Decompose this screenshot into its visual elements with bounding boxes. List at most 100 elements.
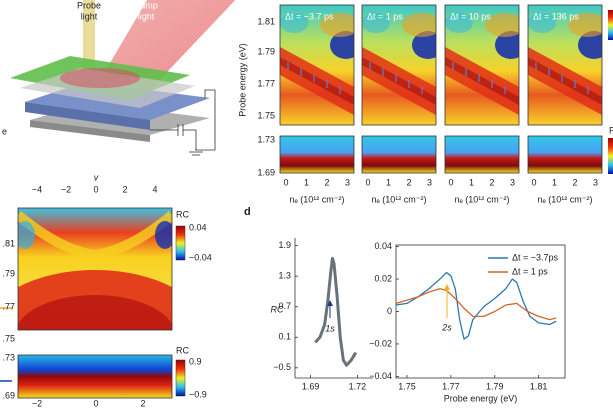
y-tick-label: 1.79 (257, 46, 275, 56)
annotation-arrowhead (444, 284, 450, 290)
data-line (395, 271, 557, 340)
pump-label: light (138, 11, 155, 21)
y-tick-label: 1.69 (257, 167, 275, 177)
y-tick-label: .77 (2, 301, 15, 311)
y-axis-label: RC (271, 304, 284, 314)
y-tick-label: 0 (387, 306, 392, 316)
y-tick-label: 1.77 (257, 78, 275, 88)
x-tick-label: 2 (324, 177, 329, 187)
annotation: 2s (441, 322, 452, 332)
y-tick-label: 0.7 (278, 301, 291, 311)
x-tick-label: 2 (572, 177, 577, 187)
strip-map (528, 136, 602, 173)
y-tick-label: .81 (2, 238, 15, 248)
y-tick-label: −0.04 (369, 371, 392, 381)
heatmap-frame (527, 4, 603, 126)
x-tick-label: 1.79 (486, 381, 504, 391)
strip-frame (279, 135, 355, 174)
legend-label: Δt = −3.7ps (512, 252, 559, 262)
y-tick-label: 0.1 (278, 332, 291, 342)
x-tick-label: 2 (140, 398, 145, 408)
x-axis-label: nₑ (10¹² cm⁻²) (371, 194, 426, 204)
x-tick-label: 1 (386, 177, 391, 187)
x-tick-label: 0 (283, 177, 288, 187)
y-tick-label: −0.02 (369, 338, 392, 348)
x-tick-label: 1 (552, 177, 557, 187)
panel-b-labels: −4 −2 0 2 4v.81.79.77.75.73.69−2 0 2RC0.04−0.0… (2, 172, 211, 408)
x-tick-label: −2 (32, 398, 42, 408)
y-tick-label: 0.02 (374, 273, 392, 283)
data-line (395, 288, 557, 321)
x-tick-label: −4 (32, 184, 42, 194)
panel-title: Δt = 1 ps (367, 11, 403, 21)
panel-c: Δt = −3.7 ps0 1 2 3nₑ (10¹² cm⁻²)Δt = 1 ps0… (257, 4, 603, 204)
x-tick-label: 1.69 (302, 381, 320, 391)
x-tick-label: 3 (427, 177, 432, 187)
x-tick-label: 2 (489, 177, 494, 187)
y-tick-label: .75 (2, 333, 15, 343)
x-tick-label: 0 (531, 177, 536, 187)
strip-map (280, 136, 354, 173)
x-axis-label: nₑ (10¹² cm⁻²) (289, 194, 344, 204)
heatmap-frame (279, 4, 355, 126)
probe-label: light (81, 11, 98, 21)
y-tick-label: .69 (2, 390, 15, 400)
x-axis-label: nₑ (10¹² cm⁻²) (537, 194, 592, 204)
heatmap (280, 5, 362, 125)
x-tick-label: 3 (510, 177, 515, 187)
x-tick-label: 1.72 (349, 381, 367, 391)
strip-frame (527, 135, 603, 174)
x-tick-label: 0 (448, 177, 453, 187)
colorbar-tick: 0.04 (189, 222, 207, 232)
strip-map (362, 136, 436, 173)
panel-b (0, 207, 186, 399)
x-tick-label: 0 (93, 184, 98, 194)
panel-d: 1.9 1.3 0.7 0.1 −0.5 1.69 1.72 1s RC 0.04 0.02 0 −0.… (271, 238, 566, 403)
y-tick-label: .73 (2, 352, 15, 362)
colorbar-tick: 0.9 (189, 356, 202, 366)
x-axis-label: Probe energy (eV) (444, 393, 518, 403)
y-tick-label: −0.5 (273, 362, 291, 372)
legend-label: Δt = 1 ps (512, 266, 548, 276)
x-tick-label: 1 (469, 177, 474, 187)
x-axis-label: nₑ (10¹² cm⁻²) (454, 194, 509, 204)
y-tick-label: 0.04 (374, 241, 392, 251)
y-tick-label: 1.81 (257, 16, 275, 26)
heatmap-frame (361, 4, 437, 126)
y-tick-label: 1.3 (278, 271, 291, 281)
x-tick-label: −2 (61, 184, 71, 194)
x-axis-label: v (94, 172, 99, 182)
x-tick-label: 0 (365, 177, 370, 187)
y-axis-label: Probe energy (eV) (237, 43, 247, 117)
x-tick-label: 2 (122, 184, 127, 194)
strip-frame (444, 135, 520, 174)
data-line (314, 256, 358, 367)
colorbar-label: RC (176, 345, 189, 355)
x-tick-label: 0 (93, 398, 98, 408)
panel-title: Δt = 10 ps (450, 11, 491, 21)
x-tick-label: 3 (593, 177, 598, 187)
colorbar-tick: −0.04 (189, 252, 212, 262)
y-tick-label: 1.9 (278, 240, 291, 250)
strip-frame (361, 135, 437, 174)
probe-label: Probe (77, 0, 101, 10)
x-tick-label: 3 (345, 177, 350, 187)
colorbar-label: R (609, 125, 613, 135)
colorbar-label: RC (176, 209, 189, 219)
colorbar (608, 138, 613, 174)
panel-title: Δt = −3.7 ps (285, 11, 334, 21)
x-tick-label: 1.81 (530, 381, 548, 391)
colorbar (608, 10, 613, 40)
x-tick-label: 1.77 (442, 381, 460, 391)
y-tick-label: .79 (2, 268, 15, 278)
y-tick-label: 1.75 (257, 110, 275, 120)
annotation-arrowhead (327, 300, 333, 306)
y-tick-label: 1.73 (257, 134, 275, 144)
panel-label: d (244, 206, 251, 218)
heatmap (445, 5, 527, 125)
panel-title: Δt = 136 ps (533, 11, 579, 21)
pump-label: Pump (134, 0, 158, 10)
schematic: Probe light Pump light e (2, 0, 236, 156)
